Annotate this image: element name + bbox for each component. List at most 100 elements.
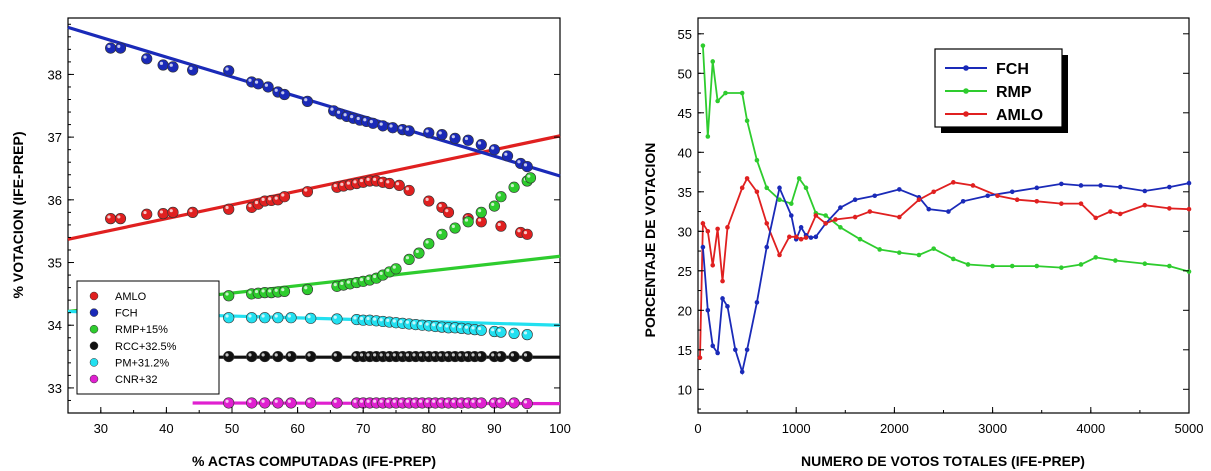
x-tick-label: 1000 xyxy=(782,421,811,436)
rmp-point xyxy=(710,59,716,64)
point-highlight xyxy=(264,83,268,87)
point-highlight xyxy=(225,205,229,210)
fch-point xyxy=(252,78,264,90)
point-highlight xyxy=(225,314,229,318)
amlo-point xyxy=(995,193,1000,199)
point-highlight xyxy=(523,163,528,167)
data-points xyxy=(697,43,1192,375)
legend-label-pm-31-2: PM+31.2% xyxy=(115,357,169,369)
amlo-point xyxy=(803,235,809,240)
point-highlight xyxy=(159,210,164,214)
fch-point xyxy=(157,59,169,71)
point-highlight xyxy=(225,67,229,71)
amlo-point xyxy=(764,221,770,226)
fch-point xyxy=(710,343,716,349)
point-highlight xyxy=(254,200,259,205)
cnr-32-point xyxy=(495,397,507,409)
rmp-point xyxy=(715,98,720,104)
fch-point xyxy=(926,206,932,212)
point-highlight xyxy=(346,181,350,185)
rmp-15-point xyxy=(508,181,520,193)
legend-items: AMLO FCH RMP+15% RCC+32.5% PM+31.2% CNR+32 xyxy=(89,291,177,386)
fch-point xyxy=(223,65,235,77)
legend: AMLO FCH RMP+15% RCC+32.5% PM+31.2% CNR+32 xyxy=(76,280,220,395)
point-highlight xyxy=(392,319,396,323)
legend-label-rmp-15: RMP+15% xyxy=(115,324,168,336)
point-highlight xyxy=(418,399,423,403)
point-highlight xyxy=(464,399,469,403)
amlo-point xyxy=(521,228,533,240)
point-highlight xyxy=(379,122,383,126)
point-highlight xyxy=(287,399,291,403)
amlo-point xyxy=(1186,206,1192,212)
point-highlight xyxy=(386,318,390,322)
point-highlight xyxy=(373,353,377,357)
amlo-point xyxy=(700,221,706,226)
fch-point xyxy=(1186,180,1192,186)
rmp-point xyxy=(754,157,760,163)
x-tick-label: 30 xyxy=(94,421,108,436)
point-highlight xyxy=(451,353,455,357)
point-highlight xyxy=(307,399,311,403)
point-highlight xyxy=(363,118,367,122)
fch-point xyxy=(187,64,199,76)
point-highlight xyxy=(392,265,396,269)
point-highlight xyxy=(523,331,528,335)
point-highlight xyxy=(304,98,308,102)
rcc-32-5-point xyxy=(272,350,284,363)
y-tick-label: 45 xyxy=(678,106,692,121)
point-highlight xyxy=(117,215,121,219)
point-highlight xyxy=(395,182,400,186)
point-highlight xyxy=(491,399,495,403)
point-highlight xyxy=(274,399,278,403)
fch-point xyxy=(1009,189,1015,195)
fch-point xyxy=(700,244,706,250)
amlo-point xyxy=(1142,202,1148,208)
cnr-32-point xyxy=(521,397,533,410)
point-highlight xyxy=(304,188,308,192)
point-highlight xyxy=(464,136,469,141)
point-highlight xyxy=(225,399,229,403)
legend-label-cnr-32: CNR+32 xyxy=(115,374,158,386)
point-highlight xyxy=(359,353,364,357)
point-highlight xyxy=(432,399,436,403)
rmp-point xyxy=(931,246,936,251)
y-tick-label: 10 xyxy=(678,382,692,397)
point-highlight xyxy=(356,116,360,121)
fch-point xyxy=(733,347,738,353)
rmp-point xyxy=(803,185,809,191)
amlo-point xyxy=(475,216,487,228)
point-highlight xyxy=(143,210,147,215)
rmp-point xyxy=(838,225,843,230)
point-highlight xyxy=(386,268,390,272)
point-highlight xyxy=(281,91,285,95)
cnr-32-point xyxy=(475,397,487,409)
point-highlight xyxy=(254,289,259,294)
amlo-point xyxy=(114,213,127,225)
fch-point xyxy=(462,134,474,146)
point-highlight xyxy=(359,178,364,183)
cnr-32-point xyxy=(246,397,258,409)
fch-point xyxy=(739,369,745,375)
point-highlight xyxy=(477,209,482,213)
x-tick-label: 100 xyxy=(549,421,571,436)
amlo-point xyxy=(725,225,730,230)
fch-point xyxy=(167,61,179,73)
amlo-point xyxy=(403,184,415,197)
rmp-point xyxy=(744,118,750,123)
legend-marker-rmp xyxy=(963,88,969,94)
legend-label-fch: FCH xyxy=(996,61,1029,78)
point-highlight xyxy=(464,218,469,222)
rmp-point xyxy=(990,263,995,269)
rcc-32-5-point xyxy=(305,350,317,363)
amlo-point xyxy=(787,234,792,240)
point-highlight xyxy=(189,66,193,70)
point-highlight xyxy=(497,328,501,333)
point-highlight xyxy=(510,330,514,334)
rcc-32-5-point xyxy=(475,350,487,363)
fch-point xyxy=(1034,185,1040,191)
point-highlight xyxy=(261,197,265,201)
amlo-point xyxy=(798,236,804,242)
fch-point xyxy=(436,129,448,141)
rmp-point xyxy=(739,90,745,96)
